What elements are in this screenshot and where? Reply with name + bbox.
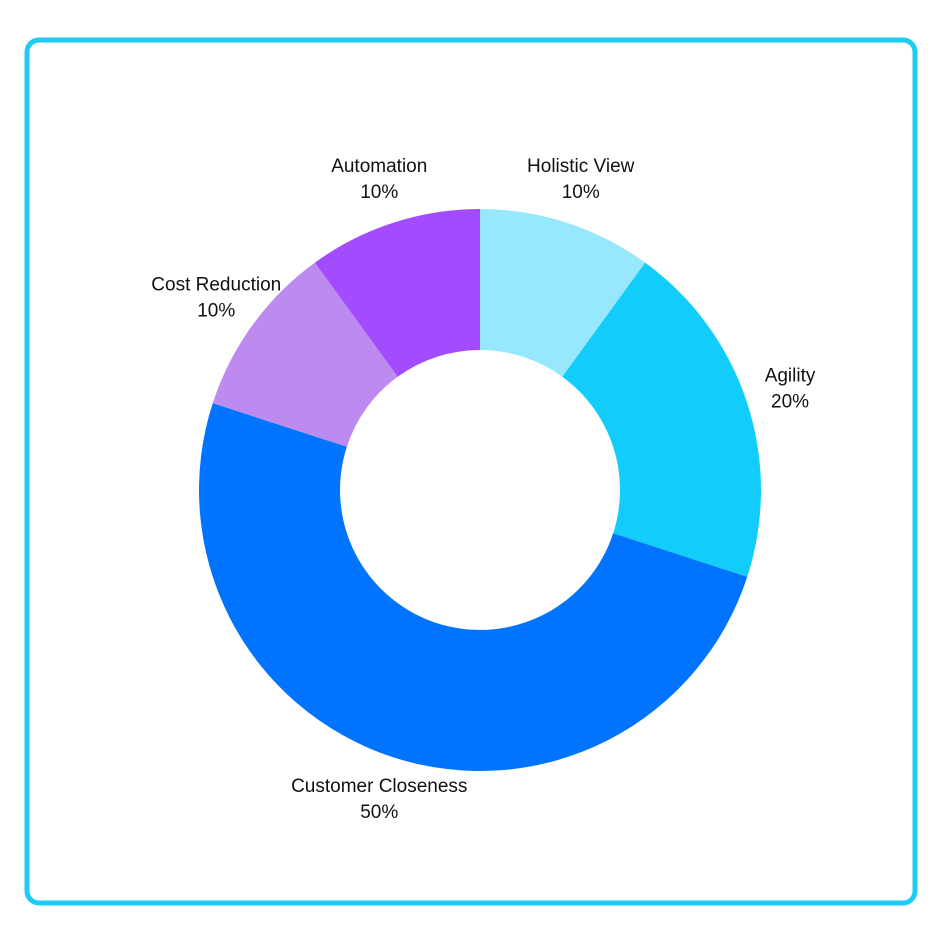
slice-value-label: 10% xyxy=(562,182,600,203)
slice-value-label: 10% xyxy=(360,182,398,203)
slice-value-label: 10% xyxy=(197,300,235,321)
frame xyxy=(24,37,918,906)
slice-value-label: 20% xyxy=(771,391,809,412)
slice-label: Agility xyxy=(765,365,816,386)
donut-slice xyxy=(212,262,398,447)
slice-label: Automation xyxy=(331,156,427,177)
donut-slice xyxy=(480,209,646,377)
donut-slice xyxy=(199,403,748,771)
donut-slice xyxy=(314,209,480,377)
slice-value-label: 50% xyxy=(360,802,398,823)
slice-label: Cost Reduction xyxy=(151,274,281,295)
donut-slice xyxy=(562,262,761,577)
slice-label: Holistic View xyxy=(527,156,635,177)
slice-label: Customer Closeness xyxy=(291,776,467,797)
